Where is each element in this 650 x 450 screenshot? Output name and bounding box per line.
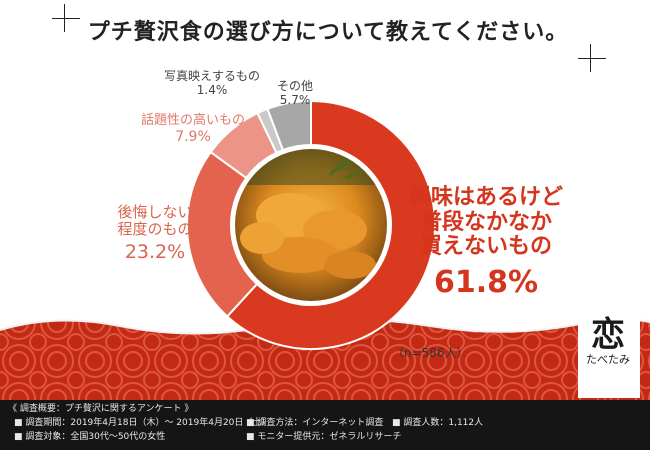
label-topical: 話題性の高いもの 7.9% xyxy=(118,113,268,145)
label-photo: 写真映えするもの 1.4% xyxy=(152,69,272,98)
label-photo-text: 写真映えするもの xyxy=(163,69,260,83)
label-topical-text: 話題性の高いもの xyxy=(140,113,245,128)
label-regret-line-2: 程度のもの xyxy=(117,220,193,239)
label-main-pct: 61.8% xyxy=(433,264,539,300)
pie-slice-1 xyxy=(225,99,436,350)
logo-mark: 恋 xyxy=(591,315,625,355)
label-main: 興味はあるけど 普段なかなか 買えないもの 61.8% xyxy=(386,185,586,300)
survey-target: ■ 調査対象：全国30代～50代の女性 xyxy=(14,432,166,442)
survey-provider: ■ モニター提供元：ゼネラルリサーチ xyxy=(246,432,402,442)
survey-heading: 《 調査概要：プチ贅沢に関するアンケート 》 xyxy=(8,404,194,414)
label-main-line-2: 普段なかなか xyxy=(419,209,552,235)
label-other-text: その他 xyxy=(276,79,313,93)
survey-footer: 《 調査概要：プチ贅沢に関するアンケート 》 ■ 調査期間：2019年4月18日… xyxy=(0,400,650,450)
corner-mark-horizontal xyxy=(578,58,606,59)
page-title: プチ贅沢食の選び方について教えてください。 xyxy=(87,20,569,45)
label-other: その他 5.7% xyxy=(265,79,325,108)
label-topical-pct: 7.9% xyxy=(175,128,211,145)
corner-mark-horizontal xyxy=(52,18,80,19)
survey-count: ■ 調査人数：1,112人 xyxy=(392,418,484,428)
survey-method: ■ 調査方法：インターネット調査 xyxy=(246,418,384,428)
logo-backdrop xyxy=(578,312,640,398)
brand-logo: 恋 たべたみ xyxy=(582,318,634,396)
label-regret-pct: 23.2% xyxy=(124,240,186,263)
donut-slices xyxy=(186,99,436,350)
logo-subtext: たべたみ xyxy=(586,353,630,366)
pie-slice-5 xyxy=(266,99,312,152)
label-regret: 後悔しない 程度のもの 23.2% xyxy=(95,203,215,263)
label-main-line-1: 興味はあるけど xyxy=(408,185,563,210)
label-photo-pct: 1.4% xyxy=(196,82,228,97)
label-other-pct: 5.7% xyxy=(279,92,311,107)
center-photo xyxy=(233,147,389,303)
label-main-line-3: 買えないもの xyxy=(419,234,552,260)
survey-period: ■ 調査期間：2019年4月18日（木）～ 2019年4月20日（土） xyxy=(14,418,271,428)
pattern-band xyxy=(0,319,650,400)
sample-size-note: （n=586人） xyxy=(392,346,469,360)
label-regret-line-1: 後悔しない xyxy=(117,203,193,221)
